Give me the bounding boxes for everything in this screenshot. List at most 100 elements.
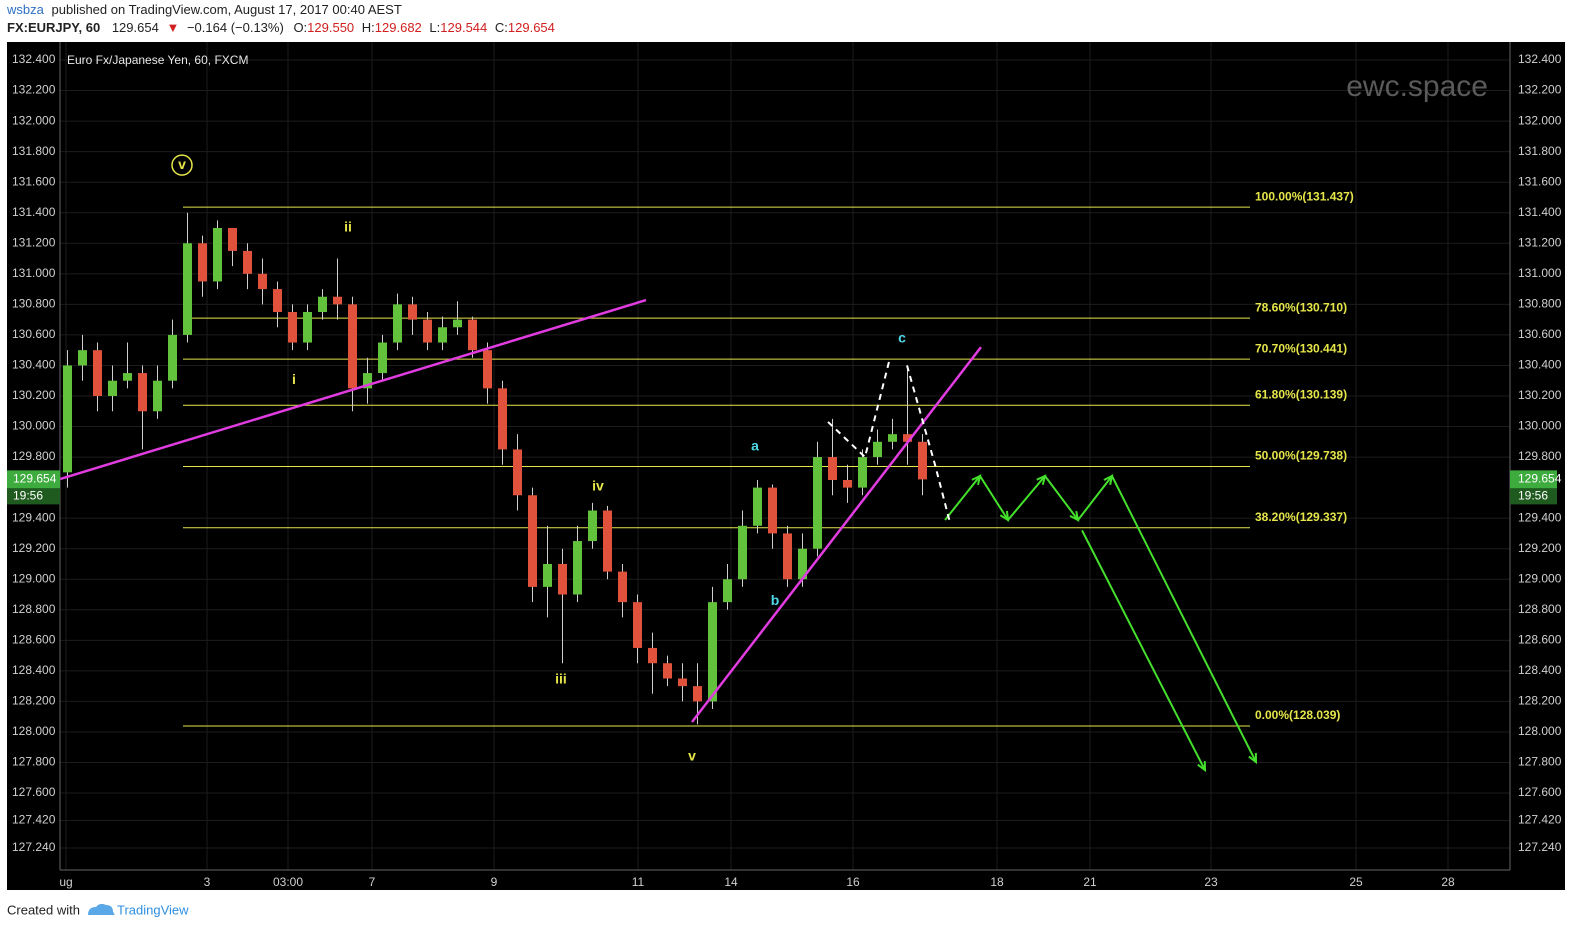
- author[interactable]: wsbza: [6, 2, 45, 17]
- wave-label: iv: [592, 478, 604, 494]
- candle-body: [618, 571, 627, 603]
- y-tick-label: 129.400: [1518, 510, 1562, 524]
- countdown-label: 19:56: [13, 489, 43, 503]
- y-tick-label: 129.800: [12, 449, 56, 463]
- fib-label: 61.80%(130.139): [1255, 387, 1347, 401]
- chart-title: Euro Fx/Japanese Yen, 60, FXCM: [67, 53, 248, 67]
- header-line: wsbza published on TradingView.com, Augu…: [6, 2, 402, 17]
- x-tick-label: 25: [1349, 875, 1363, 889]
- y-tick-label: 128.000: [1518, 724, 1562, 738]
- candle-body: [783, 533, 792, 580]
- projection: [1081, 529, 1206, 771]
- candle-body: [918, 441, 927, 480]
- candle-body: [108, 380, 117, 396]
- candle-body: [333, 296, 342, 305]
- wave-label: b: [771, 592, 780, 608]
- candle-body: [543, 563, 552, 587]
- y-tick-label: 131.200: [1518, 235, 1562, 249]
- arrowhead: [1103, 474, 1114, 486]
- candle-body: [603, 510, 612, 572]
- y-tick-label: 129.800: [1518, 449, 1562, 463]
- candle-body: [768, 487, 777, 534]
- ohlc-key: O:: [293, 20, 307, 35]
- y-tick-label: 129.000: [1518, 571, 1562, 585]
- candle-body: [663, 663, 672, 679]
- wave-label: ii: [344, 219, 352, 235]
- y-tick-label: 130.200: [12, 388, 56, 402]
- y-tick-label: 127.800: [1518, 755, 1562, 769]
- y-tick-label: 127.800: [12, 755, 56, 769]
- candle-body: [573, 541, 582, 595]
- price-tag-label: 129.654: [1518, 472, 1562, 486]
- x-tick-label: 18: [990, 875, 1004, 889]
- y-tick-label: 132.400: [12, 52, 56, 66]
- y-tick-label: 127.240: [1518, 840, 1562, 854]
- ohlc-value: 129.654: [508, 20, 555, 35]
- y-tick-label: 128.400: [1518, 663, 1562, 677]
- footer-brand[interactable]: TradingView: [117, 902, 189, 917]
- y-tick-label: 132.200: [12, 83, 56, 97]
- y-tick-label: 128.000: [12, 724, 56, 738]
- candle-body: [813, 457, 822, 549]
- published: published on TradingView.com, August 17,…: [51, 2, 401, 17]
- x-tick-label: 23: [1204, 875, 1218, 889]
- candle-body: [198, 243, 207, 282]
- tradingview-logo: [88, 903, 115, 915]
- y-tick-label: 130.600: [1518, 327, 1562, 341]
- candle-body: [483, 350, 492, 389]
- wave-label: v: [178, 156, 186, 172]
- y-tick-label: 132.000: [12, 113, 56, 127]
- y-tick-label: 131.800: [1518, 144, 1562, 158]
- arrowhead: [999, 510, 1010, 522]
- price: 129.654: [112, 20, 159, 35]
- y-tick-label: 127.240: [12, 840, 56, 854]
- ohlc-value: 129.550: [307, 20, 354, 35]
- y-tick-label: 128.800: [12, 602, 56, 616]
- fib-label: 78.60%(130.710): [1255, 300, 1347, 314]
- fib-label: 100.00%(131.437): [1255, 189, 1354, 203]
- y-tick-label: 128.600: [1518, 632, 1562, 646]
- x-tick-label: 3: [204, 875, 211, 889]
- candle-body: [468, 319, 477, 351]
- countdown-label: 19:56: [1518, 489, 1548, 503]
- y-tick-label: 131.000: [12, 266, 56, 280]
- price-tag: [7, 470, 60, 489]
- candle-body: [168, 334, 177, 381]
- candle-body: [588, 510, 597, 542]
- x-tick-label: 21: [1083, 875, 1097, 889]
- price-tag: [1510, 470, 1557, 489]
- fib-label: 38.20%(129.337): [1255, 510, 1347, 524]
- candle-body: [93, 350, 102, 396]
- arrowhead: [971, 474, 982, 486]
- y-tick-label: 130.800: [1518, 297, 1562, 311]
- y-tick-label: 127.420: [1518, 813, 1562, 827]
- y-tick-label: 129.200: [1518, 541, 1562, 555]
- y-tick-label: 130.000: [12, 419, 56, 433]
- candle-body: [798, 548, 807, 580]
- candle-body: [363, 373, 372, 389]
- wave-label: iii: [555, 671, 567, 687]
- symbol-line: FX:EURJPY, 60 129.654 ▼ −0.164 (−0.13%) …: [7, 20, 555, 35]
- y-tick-label: 131.600: [12, 174, 56, 188]
- ohlc-value: 129.544: [440, 20, 487, 35]
- candle-body: [858, 457, 867, 488]
- y-tick-label: 132.400: [1518, 52, 1562, 66]
- y-tick-label: 127.600: [12, 785, 56, 799]
- candle-body: [873, 441, 882, 458]
- annotation-circle: [171, 154, 193, 176]
- y-tick-label: 129.400: [12, 510, 56, 524]
- candle-body: [258, 273, 267, 290]
- candle-body: [288, 311, 297, 343]
- x-tick-label: 7: [369, 875, 376, 889]
- candle-body: [243, 250, 252, 274]
- candle-body: [888, 434, 897, 442]
- watermark: ewc.space: [1346, 70, 1488, 103]
- y-tick-label: 130.400: [12, 358, 56, 372]
- ohlc-key: L:: [429, 20, 440, 35]
- candle-body: [738, 525, 747, 580]
- y-tick-label: 129.000: [12, 571, 56, 585]
- y-tick-label: 132.200: [1518, 83, 1562, 97]
- candle-body: [438, 327, 447, 343]
- candle-body: [723, 579, 732, 603]
